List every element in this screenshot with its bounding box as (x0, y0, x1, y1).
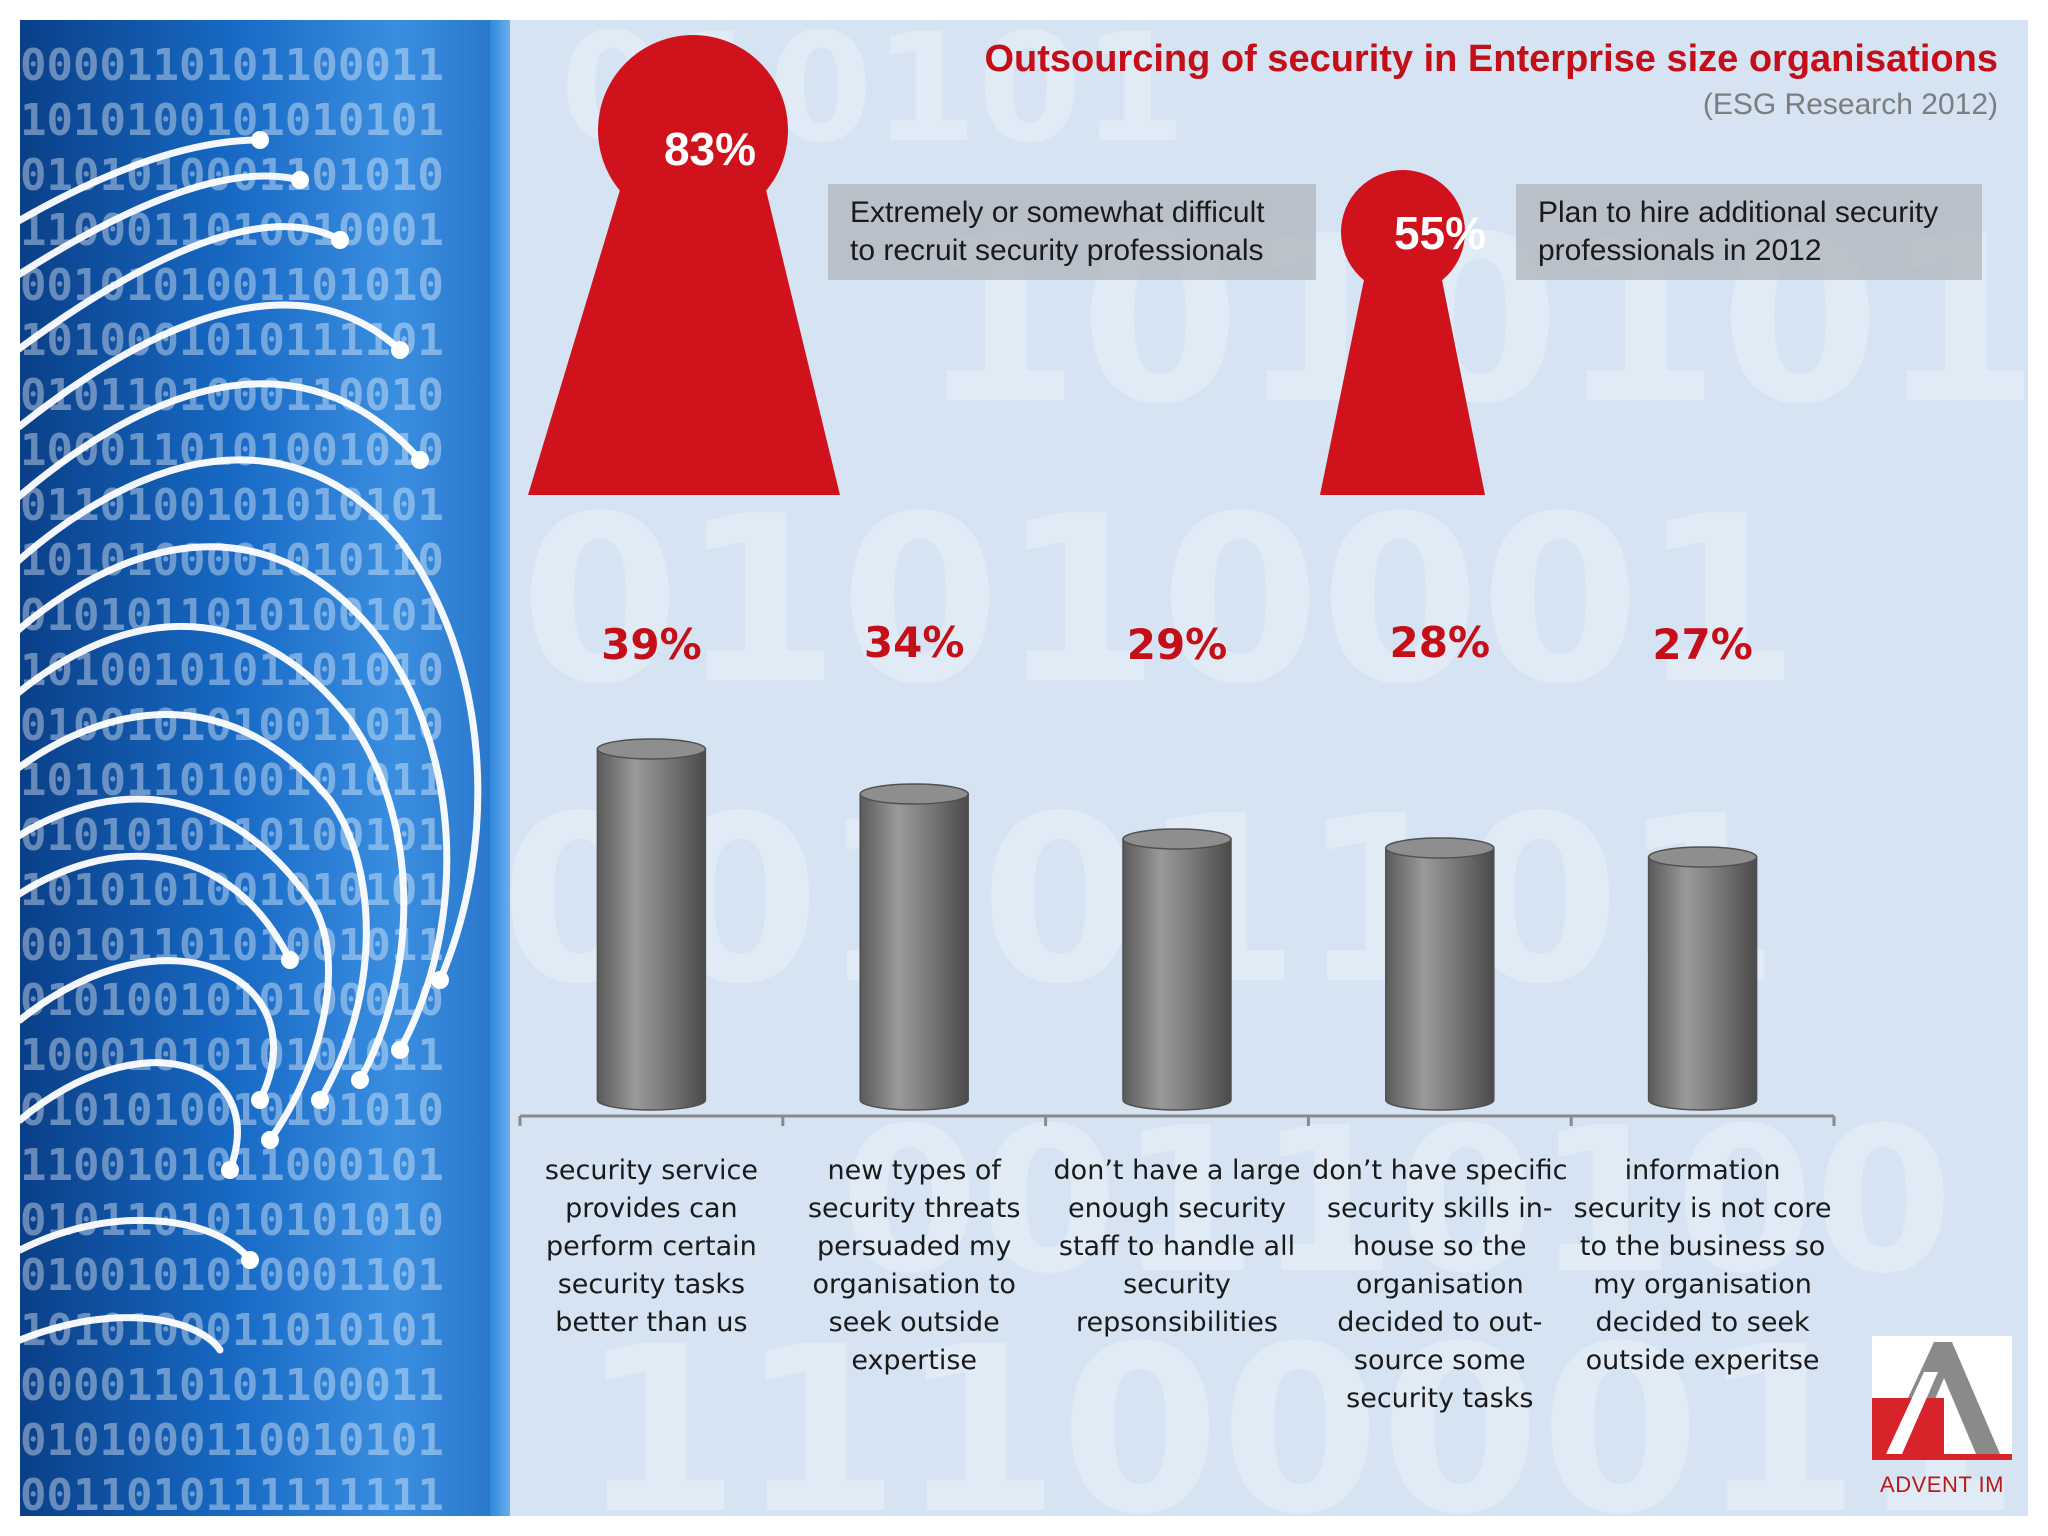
svg-text:1010100011010101: 1010100011010101 (20, 1305, 444, 1356)
category-label: don’t have a large enough security staff… (1053, 1155, 1301, 1338)
chart-subtitle: (ESG Research 2012) (1702, 88, 1998, 121)
svg-text:0100101010001101: 0100101010001101 (20, 1250, 444, 1301)
svg-text:0101101010101010: 0101101010101010 (20, 1195, 444, 1246)
x-axis (518, 1114, 1836, 1126)
bar-series (596, 738, 1758, 1111)
bar (1385, 837, 1495, 1111)
svg-text:01010001: 01010001 (520, 468, 1800, 735)
svg-text:1010001010111101: 1010001010111101 (20, 315, 444, 366)
bar-value-label: 39% (601, 620, 702, 669)
bar (1647, 846, 1758, 1111)
svg-text:1000110101001010: 1000110101001010 (20, 425, 444, 476)
category-label: new types of security threats persuaded … (807, 1155, 1021, 1376)
svg-text:111000011: 111000011 (580, 1298, 2020, 1516)
bar (859, 783, 969, 1111)
svg-text:0010110101001011: 0010110101001011 (20, 920, 444, 971)
panel-edge (490, 20, 510, 1516)
category-label: don’t have specific security skills in- … (1312, 1155, 1568, 1414)
svg-text:1010010101101010: 1010010101101010 (20, 645, 444, 696)
chart-title: Outsourcing of security in Enterprise si… (984, 38, 1998, 80)
bar (1122, 828, 1232, 1111)
bar-value-label: 27% (1652, 620, 1753, 669)
fingerprint-icon: 0000110101100011 1010100101010101 010101… (20, 40, 482, 1516)
chart (518, 35, 1836, 1126)
keyhole-icon (1320, 170, 1485, 495)
keyhole-icon (528, 35, 840, 495)
bar-value-label: 28% (1389, 618, 1491, 667)
category-label: information security is not core to the … (1573, 1155, 1832, 1376)
svg-text:0101000110010101: 0101000110010101 (20, 1415, 444, 1466)
svg-text:00110100: 00110100 (840, 1085, 1953, 1318)
svg-text:1010100101010101: 1010100101010101 (20, 95, 444, 146)
callout-text-2: Plan to hire additional security profess… (1516, 184, 1982, 280)
bar-value-label: 34% (863, 618, 965, 667)
fingerprint-panel: 0000110101100011 1010100101010101 010101… (20, 20, 490, 1516)
category-label: security service provides can perform ce… (544, 1155, 758, 1338)
callout-value-2: 55% (1393, 207, 1487, 259)
callout-text-1: Extremely or somewhat difficult to recru… (828, 184, 1316, 280)
advent-im-logo (1872, 1336, 2012, 1460)
svg-text:0000110101100011: 0000110101100011 (20, 40, 444, 91)
svg-text:0000110101100011: 0000110101100011 (20, 1360, 444, 1411)
callout-value-1: 83% (663, 123, 757, 175)
svg-text:0011010111111111: 0011010111111111 (20, 1470, 444, 1516)
bar (596, 738, 707, 1111)
svg-text:0101001010100010: 0101001010100010 (20, 975, 444, 1026)
keyhole-callouts (528, 35, 1485, 495)
svg-text:0101010110100101: 0101010110100101 (20, 810, 444, 861)
logo-text: ADVENT IM (1880, 1472, 2004, 1497)
bar-value-label: 29% (1126, 620, 1228, 669)
slide: 010101 10101010 01010001 00101101 001101… (20, 20, 2028, 1516)
